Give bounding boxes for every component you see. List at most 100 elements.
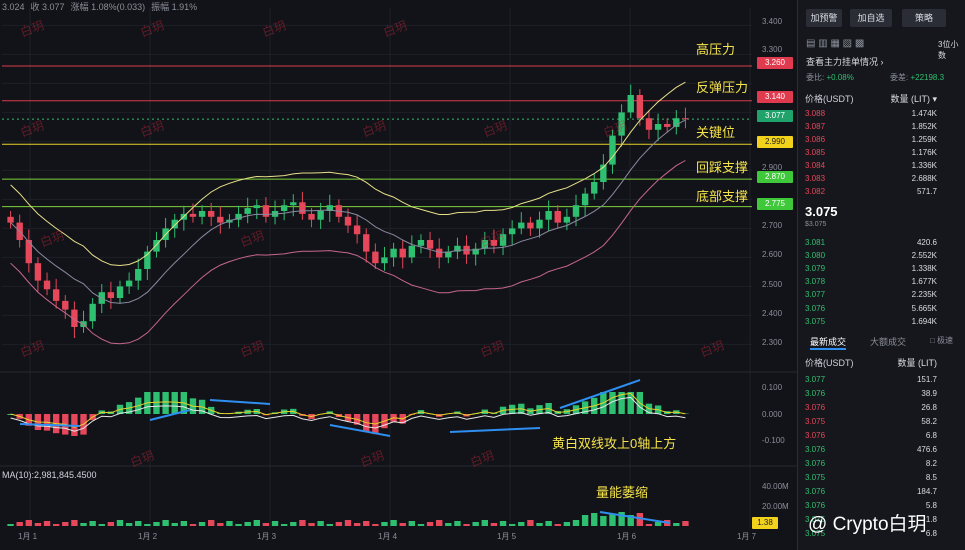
candle-body [426,240,434,249]
volume-bar [627,515,634,526]
candle-body [454,245,461,252]
candle-body [609,135,616,165]
volume-bar [682,521,689,526]
volume-bar [25,520,32,526]
x-tick: 1月 4 [378,532,398,541]
trend-arrow [19,423,81,427]
candle-body [499,234,507,246]
add-watchlist-button[interactable]: 加自选 [850,9,892,27]
candle-body [189,213,197,217]
volume-bar [454,521,461,526]
volume-bar [198,522,206,526]
volume-bar [572,520,580,526]
candle-body [591,182,598,194]
volume-bar [600,516,607,526]
volume-bar [536,523,543,526]
macd-bar [171,392,178,414]
macd-bar [162,392,169,414]
volume-ma-readout: MA(10):2,981,845.4500 [2,470,97,480]
volume-bar [554,524,561,526]
candle-body [636,95,644,119]
trend-arrow [329,424,391,437]
annotation-rebound-resistance: 反弹压力 [696,80,749,95]
volume-bar [645,524,653,526]
macd-bar [627,392,634,414]
trend-arrow [209,399,271,405]
tab-large-trades[interactable]: 大额成交 [870,337,907,347]
candle-body [317,211,324,220]
orderbook-header: 价格(USDT) 数量 (LIT) ▾ [805,94,937,104]
volume-bar [436,520,443,526]
volume-bar [290,522,297,526]
candle-body [43,280,51,290]
commission-diff: 委差: +22198.3 [890,73,945,82]
annotation-high-resistance: 高压力 [696,42,736,57]
tab-latest-trades[interactable]: 最新成交 [810,335,847,350]
volume-bar [43,521,51,526]
volume-bar [581,515,589,526]
volume-bar [7,524,14,526]
ohlc-info: 3.024 收 3.077 涨幅 1.08%(0.033) 振幅 1.91% [2,2,198,12]
volume-bar [271,521,279,526]
candle-body [25,240,32,264]
volume-bar [107,522,115,526]
candle-body [235,213,242,220]
candle-body [308,213,315,220]
volume-bar [89,521,96,526]
order-book-panel: 加预警 加自选 策略 ▤ ▥ ▦ ▧ ▩ 3位小数 查看主力挂单情况 › 委比:… [797,0,965,550]
trend-arrow [599,511,671,524]
volume-bar [52,524,60,526]
volume-bar [390,520,397,526]
candle-body [299,202,306,214]
volume-bar [317,521,324,526]
macd-bar [153,392,160,414]
price-tag-high: 3.260 [757,57,793,69]
volume-bar [445,523,452,526]
volume-bar [527,520,534,526]
price-tag-rebound: 3.140 [757,91,793,103]
trades-header: 价格(USDT) 数量 (LIT) [805,358,937,368]
candle-body [353,225,361,235]
candle-body [654,124,662,130]
filter-checkbox[interactable]: □ 极速 [930,336,954,345]
price-chart[interactable] [0,0,797,550]
candle-body [116,286,124,298]
chart-area[interactable]: 3.024 收 3.077 涨幅 1.08%(0.033) 振幅 1.91% 高压力 … [0,0,797,550]
x-tick: 1月 3 [257,532,277,541]
candle-body [71,309,78,327]
candle-body [372,251,379,264]
candle-body [244,208,251,214]
y-tick: 2.300 [762,338,783,347]
price-tag-bottom: 2.775 [757,198,793,210]
volume-bar [618,512,625,526]
volume-bar [226,521,233,526]
volume-bar [162,520,169,526]
candle-body [107,292,115,298]
volume-bar [545,521,552,526]
candle-body [664,124,671,127]
volume-bar [217,523,224,526]
macd-dif-line [10,392,686,428]
add-alert-button[interactable]: 加预警 [806,9,842,27]
volume-bar [372,524,379,526]
volume-bar [62,522,69,526]
volume-bar [235,524,242,526]
strategy-button[interactable]: 策略 [902,9,946,27]
volume-bar [654,522,662,526]
price-tag-pullback: 2.870 [757,171,793,183]
orderbook-view-icons[interactable]: ▤ ▥ ▦ ▧ ▩ [806,38,865,49]
y-tick: 2.500 [762,280,783,289]
candle-body [490,240,498,246]
volume-bar [490,523,498,526]
decimal-selector[interactable]: 3位小数 [938,40,959,60]
candle-body [363,234,370,252]
candle-body [89,303,96,322]
main-orders-link[interactable]: 查看主力挂单情况 › [806,57,884,67]
y-tick: 2.900 [762,163,783,172]
candle-body [135,269,142,281]
candle-body [518,222,525,229]
candle-body [262,205,270,217]
candle-body [445,251,452,258]
macd-dea-line [10,396,686,432]
trend-arrow [559,379,641,409]
